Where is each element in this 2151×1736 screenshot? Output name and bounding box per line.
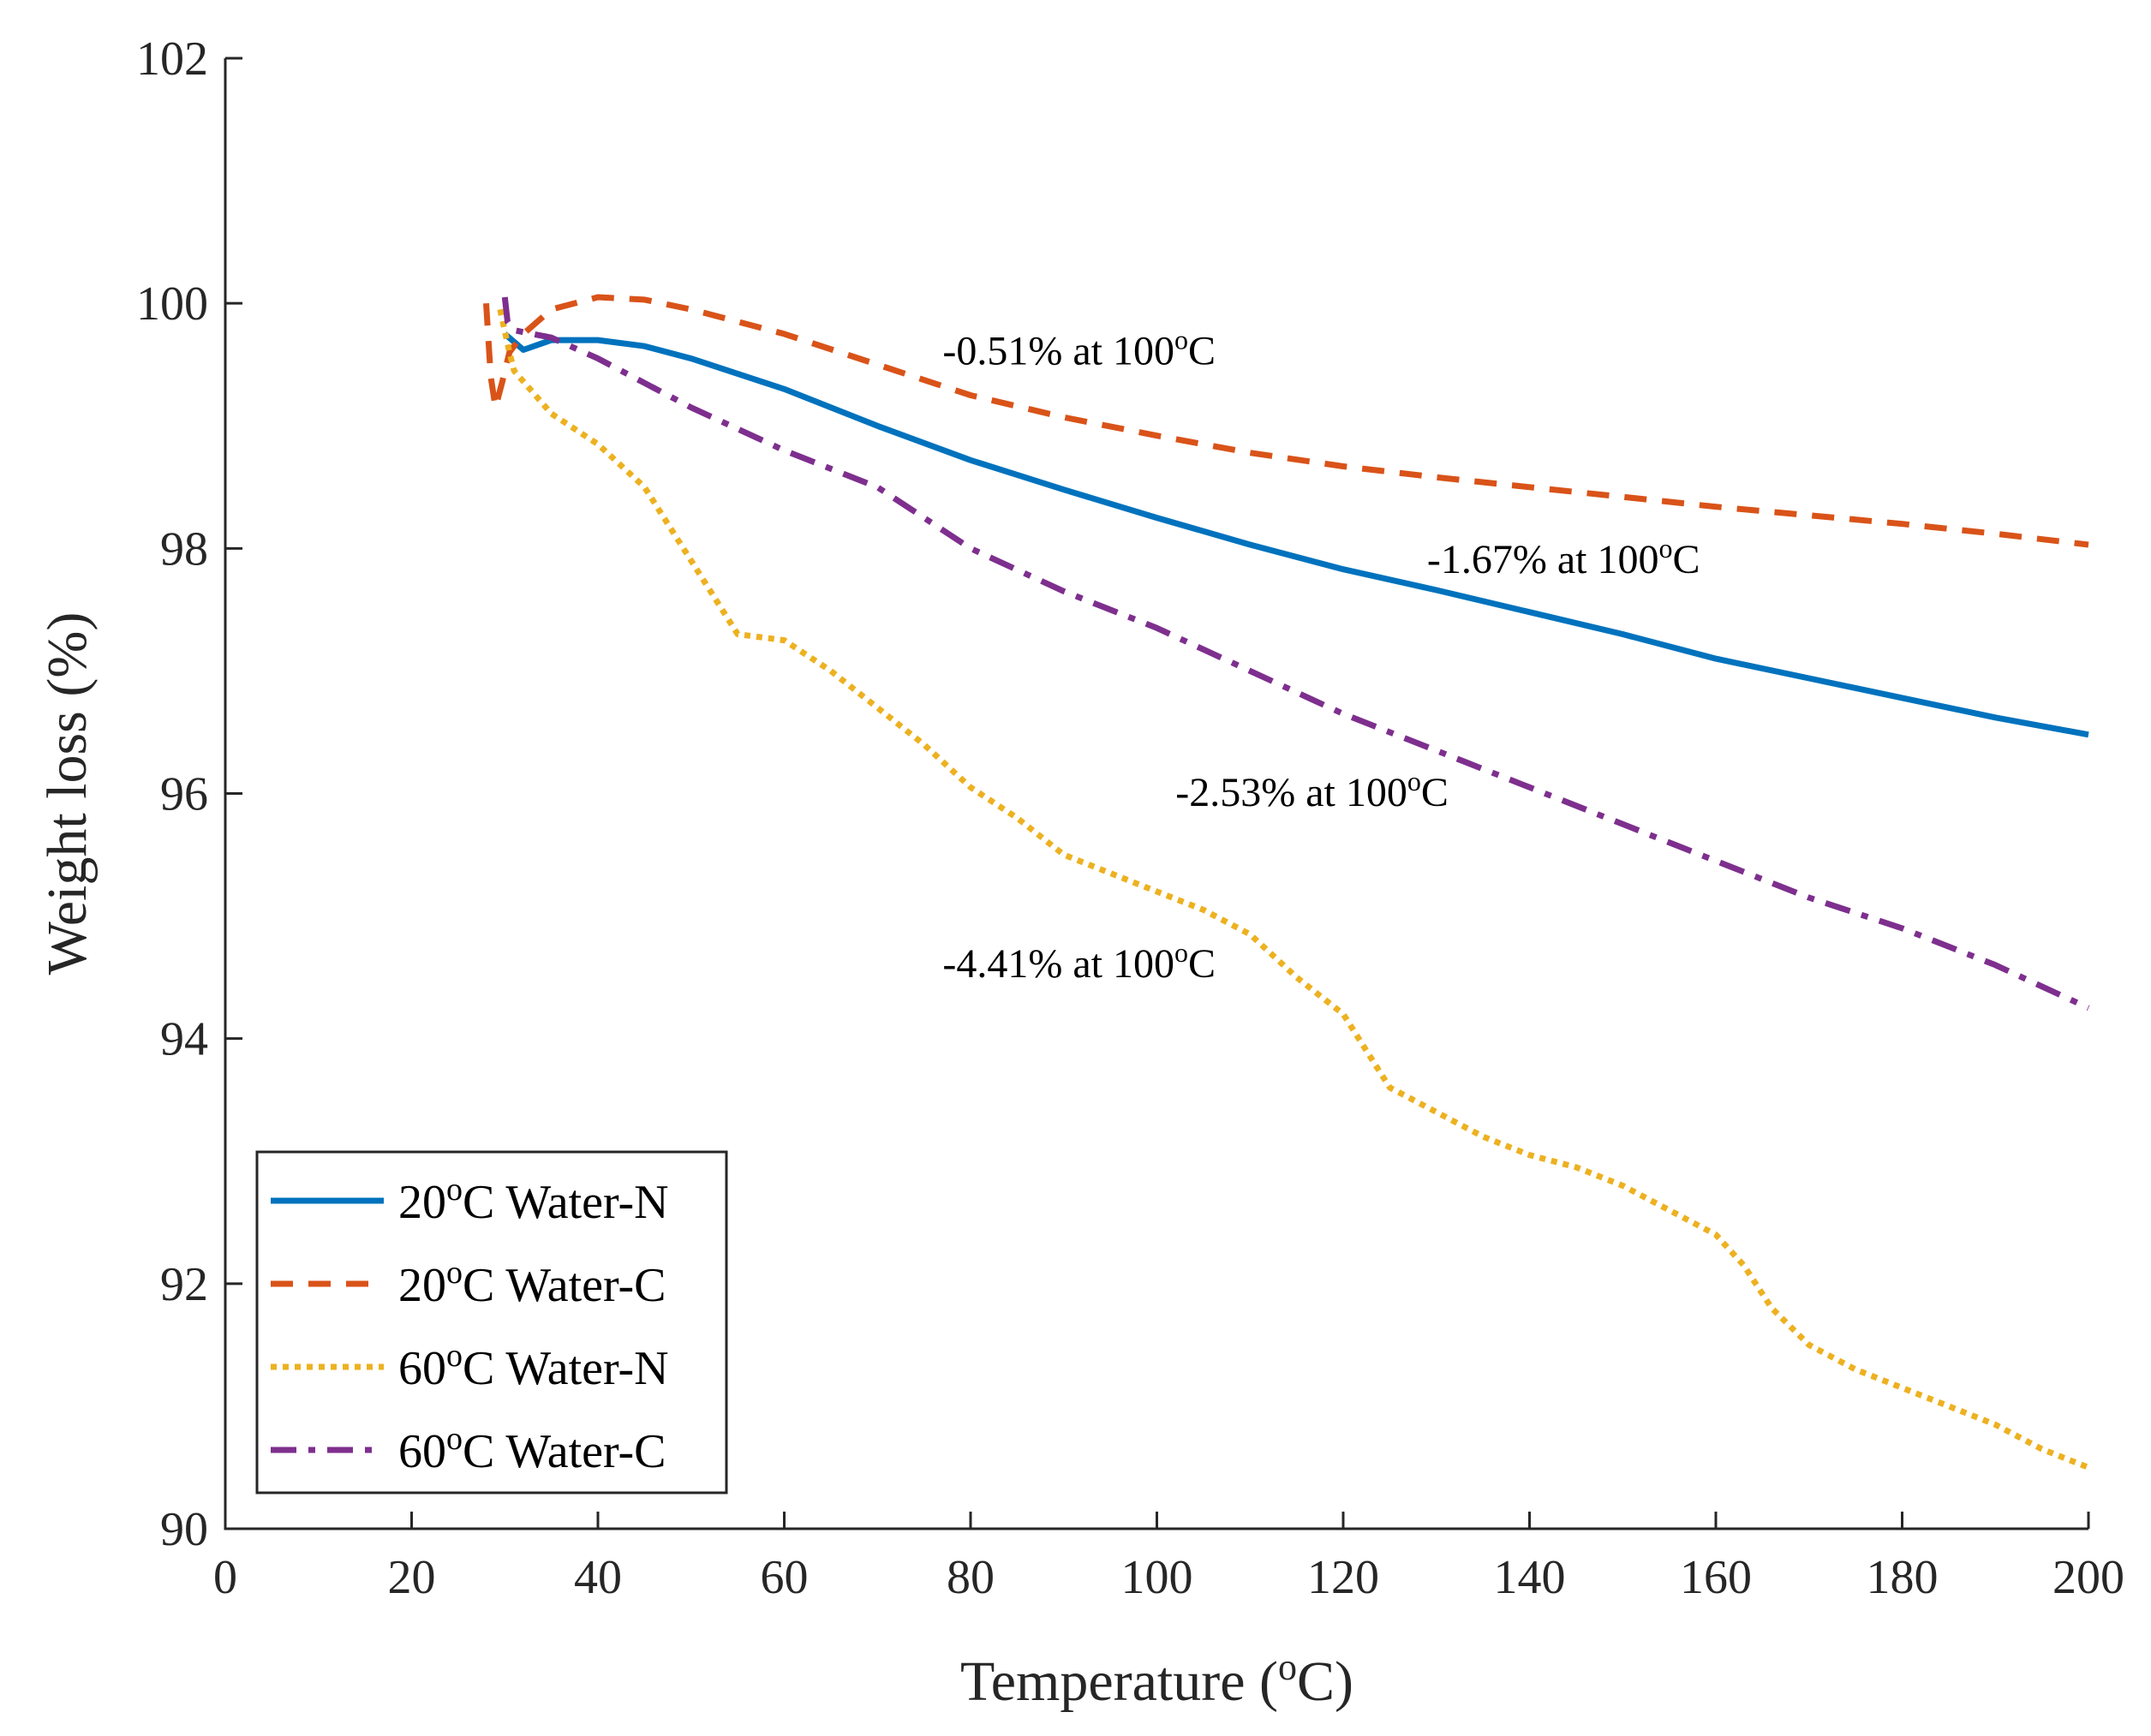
axes: 0 20 40 60 80 100 120 140 160 180 200 90 92 94 96 98 100…: [36, 33, 2124, 1713]
annotations: -0.51% at 100oC -1.67% at 100oC -2.53% at …: [942, 325, 1700, 987]
y-tick-label: 92: [160, 1258, 208, 1311]
annotation-4: -4.41% at 100oC: [942, 937, 1216, 987]
x-tick-label: 120: [1307, 1551, 1379, 1604]
y-tick-label: 102: [136, 33, 208, 86]
plot-lines: [483, 294, 2090, 1471]
y-tick-label: 96: [160, 768, 208, 821]
legend-box: [255, 1150, 728, 1494]
x-tick-label: 100: [1121, 1551, 1193, 1604]
x-tick-label: 180: [1867, 1551, 1939, 1604]
x-tick-label: 140: [1494, 1551, 1566, 1604]
annotation-1: -0.51% at 100oC: [942, 325, 1216, 374]
y-tick-label: 94: [160, 1013, 208, 1066]
x-tick-label: 0: [213, 1551, 237, 1604]
legend-label-4: 60oC Water-C: [398, 1421, 666, 1478]
legend-label-1: 20oC Water-N: [398, 1172, 669, 1229]
annotation-3: -2.53% at 100oC: [1175, 766, 1449, 815]
legend: 20oC Water-N 20oC Water-C 60oC Water-N 60oC…: [255, 1150, 728, 1494]
x-tick-label: 80: [947, 1551, 995, 1604]
annotation-2: -1.67% at 100oC: [1427, 533, 1700, 582]
x-tick-label: 20: [388, 1551, 436, 1604]
legend-label-3: 60oC Water-N: [398, 1338, 669, 1395]
x-tick-label: 40: [574, 1551, 622, 1604]
y-tick-label: 90: [160, 1503, 208, 1556]
x-tick-label: 160: [1680, 1551, 1752, 1604]
series-line-2: [483, 294, 2089, 548]
y-axis-title: Weight loss (%): [36, 612, 99, 975]
legend-label-2: 20oC Water-C: [398, 1255, 666, 1312]
series-line-3: [497, 308, 2090, 1471]
series-line-4: [501, 296, 2090, 1011]
series-line-1: [503, 331, 2089, 738]
x-axis-title: Temperature (oC): [960, 1646, 1353, 1714]
x-tick-label: 60: [761, 1551, 809, 1604]
y-tick-label: 98: [160, 522, 208, 576]
x-tick-label: 200: [2052, 1551, 2124, 1604]
y-tick-label: 100: [136, 277, 208, 331]
